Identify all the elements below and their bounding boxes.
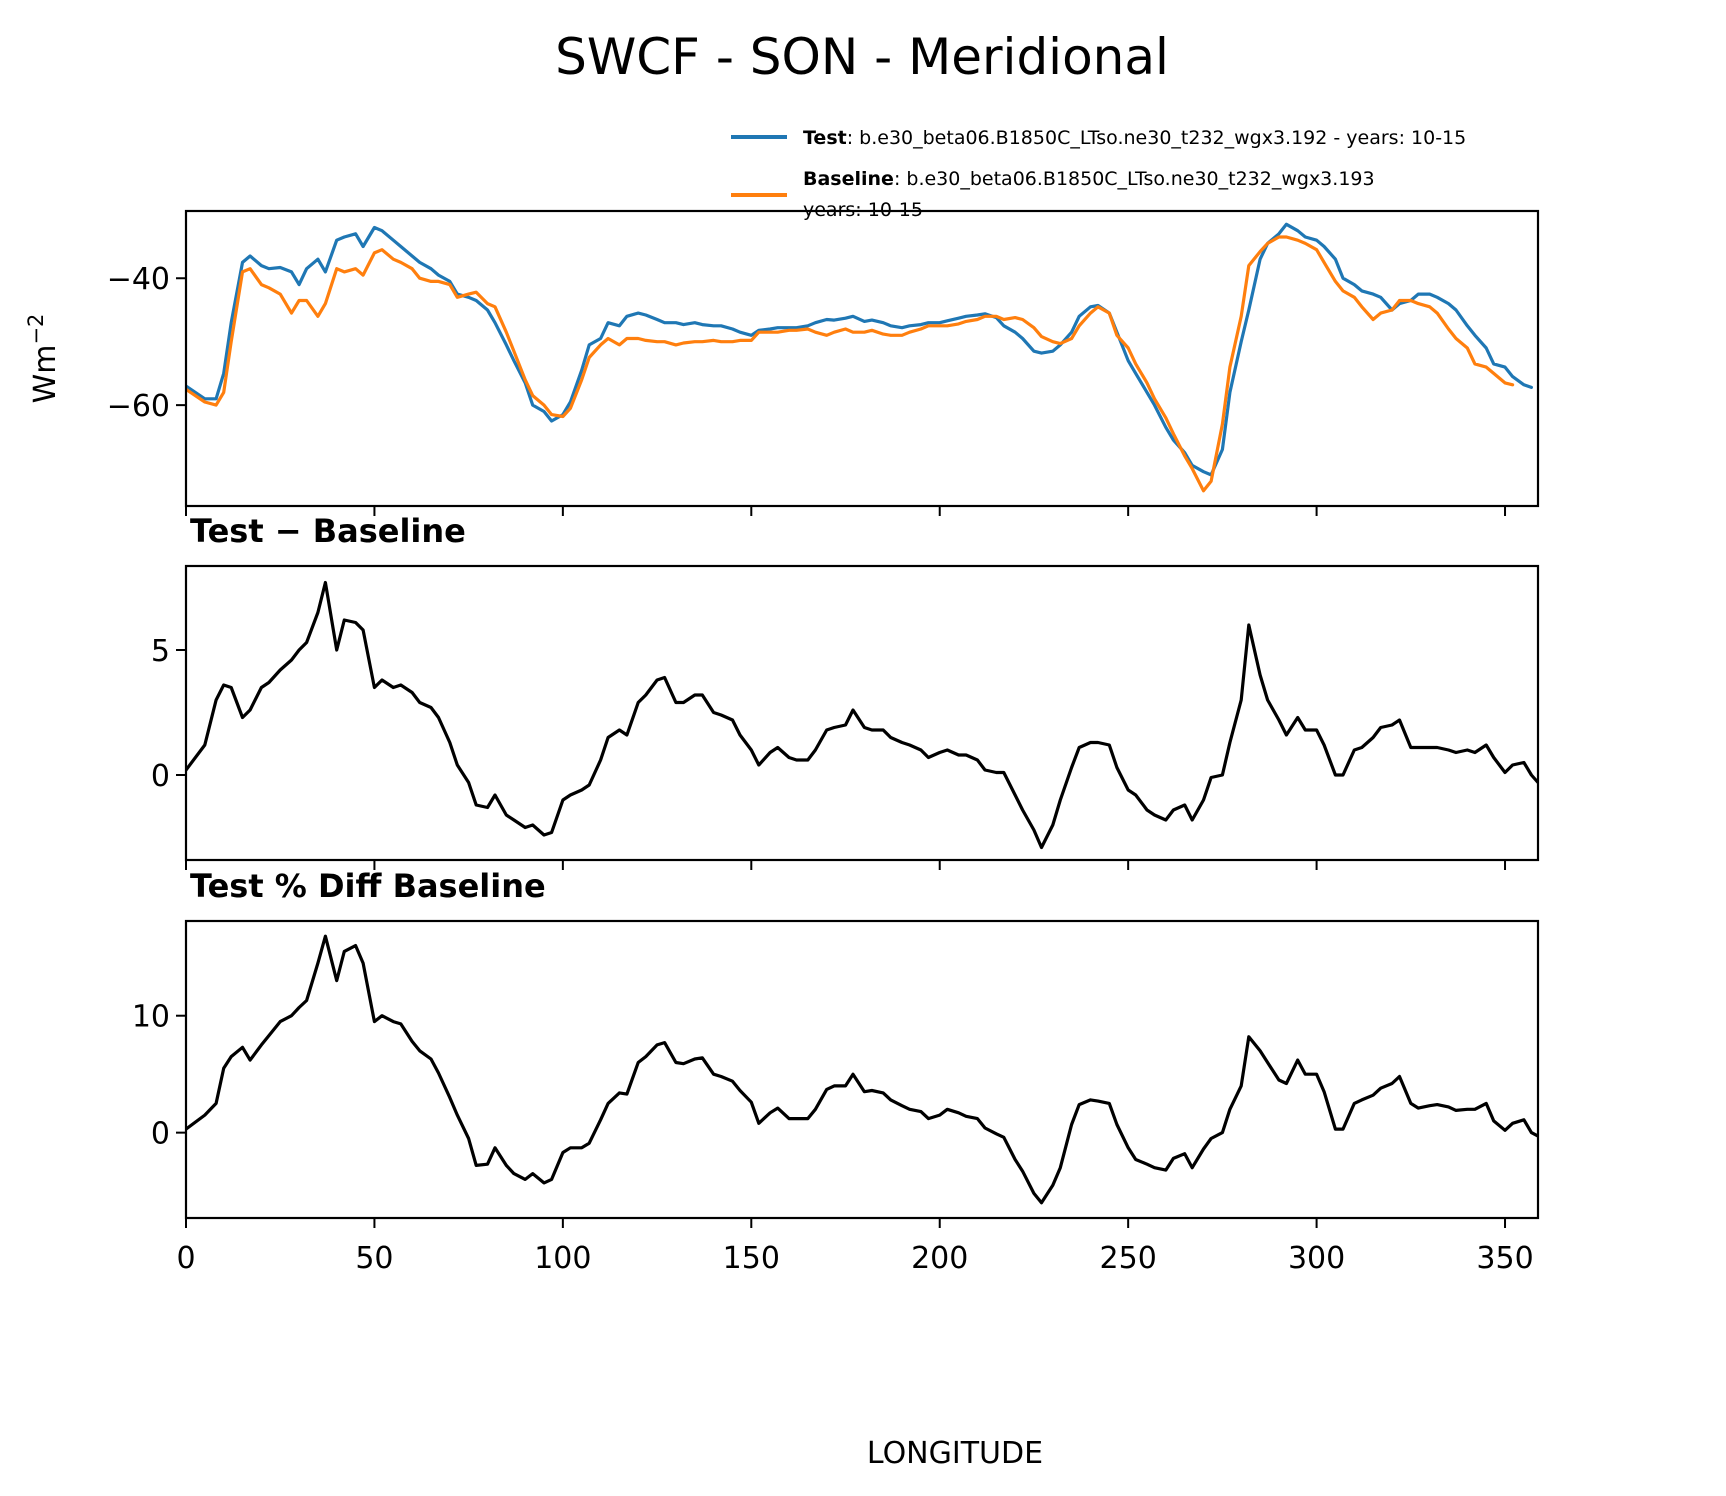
x-tick-label: 150 [723,1241,780,1276]
x-tick-label: 300 [1288,1241,1345,1276]
x-tick-label: 250 [1100,1241,1157,1276]
axes-frame [184,564,1540,862]
x-tick-label: 0 [176,1241,195,1276]
y-tick-label: 10 [132,1000,170,1035]
series-group [186,934,1538,1205]
y-tick-label: 5 [151,634,170,669]
series-line-test [186,222,1534,477]
x-tick-label: 200 [911,1241,968,1276]
series-line-baseline [186,235,1515,493]
x-tick-label: 50 [355,1241,393,1276]
axes-frame [184,209,1540,508]
y-axis-label: Wm−2 [24,314,63,404]
legend-bold-baseline: Baseline [803,168,894,190]
legend: Test: b.e30_beta06.B1850C_LTso.ne30_t232… [731,127,1466,221]
legend-label-baseline: Baseline: b.e30_beta06.B1850C_LTso.ne30_… [803,168,1375,190]
series-group [186,580,1538,850]
y-tick-label: −40 [107,262,170,297]
series-line-test-baseline [186,580,1538,850]
legend-text-test: : b.e30_beta06.B1850C_LTso.ne30_t232_wgx… [847,127,1467,149]
legend-label-test: Test: b.e30_beta06.B1850C_LTso.ne30_t232… [803,127,1466,149]
y-tick-label: −60 [107,389,170,424]
chart-title: SWCF - SON - Meridional [555,28,1169,86]
panel-subtitle: Test % Diff Baseline [190,867,546,905]
axes-frame [184,919,1540,1220]
y-tick-label: 0 [151,759,170,794]
legend-text-baseline: : b.e30_beta06.B1850C_LTso.ne30_t232_wgx… [894,168,1375,190]
x-tick-label: 100 [534,1241,591,1276]
series-line-test-diff-baseline [186,934,1538,1205]
panel-main: −60 −40 Wm−2 [24,209,1540,516]
panel-difference: 0 5 Test − Baseline [151,512,1540,870]
x-axis-label: LONGITUDE [867,1436,1043,1471]
legend-bold-test: Test [803,127,847,149]
x-tick-label: 350 [1476,1241,1533,1276]
series-group [186,222,1534,493]
y-tick-label: 0 [151,1117,170,1152]
panel-subtitle: Test − Baseline [190,512,466,550]
